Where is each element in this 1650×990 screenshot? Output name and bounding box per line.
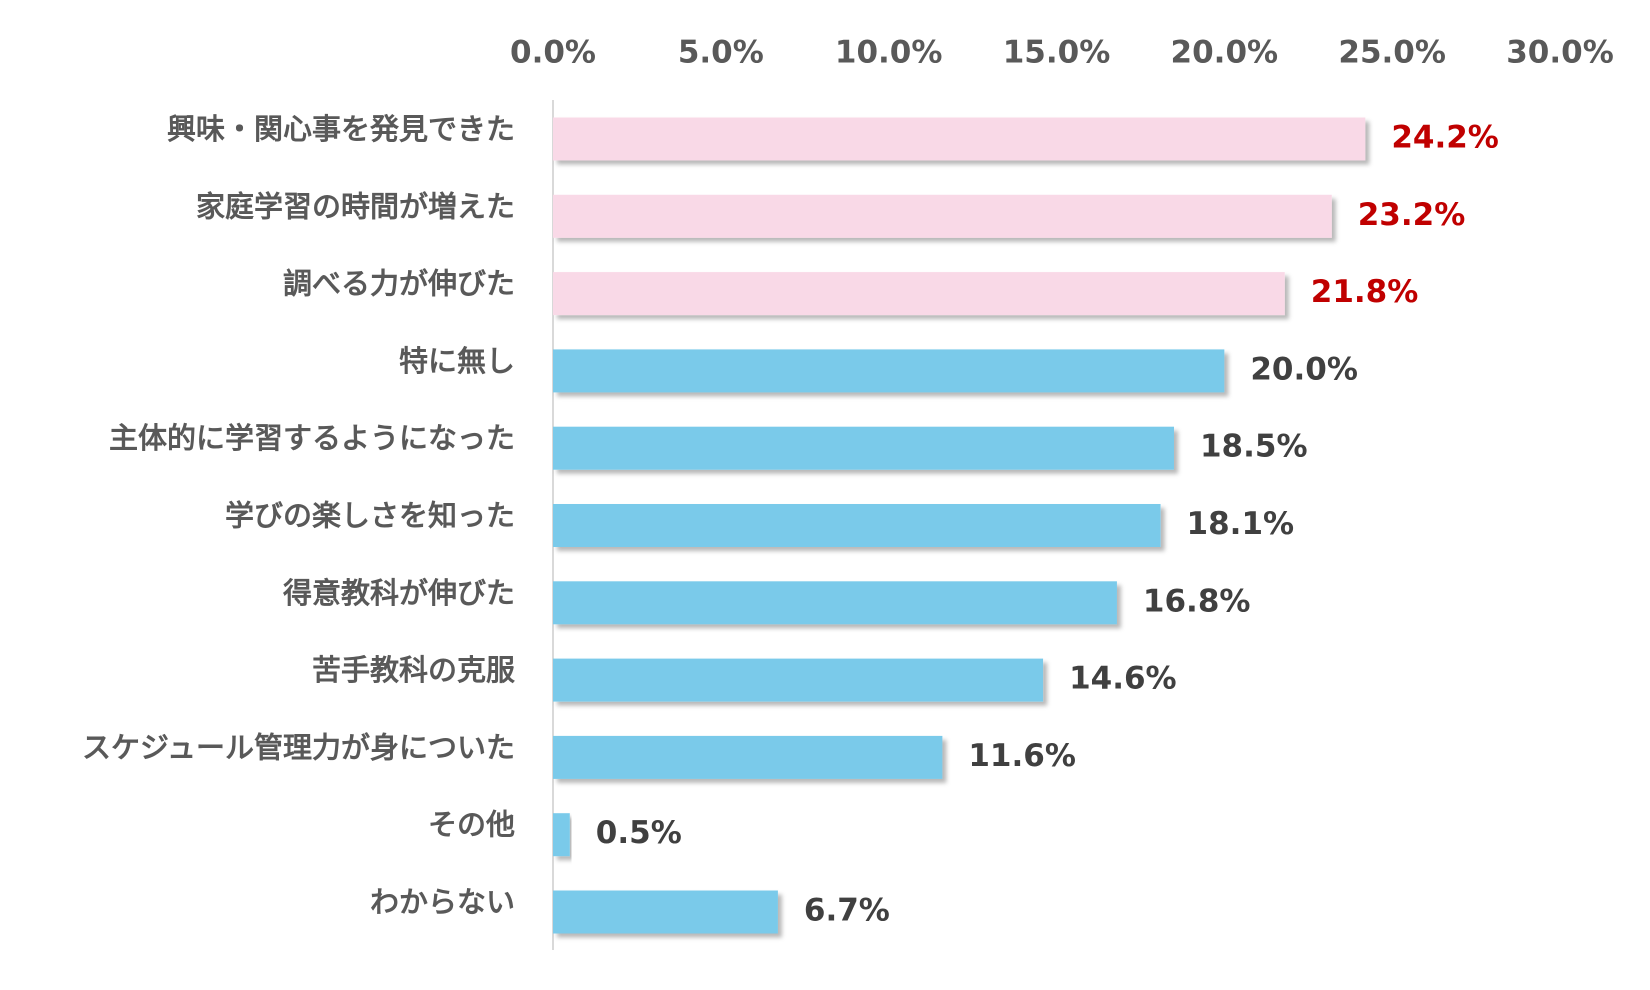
bar bbox=[553, 272, 1285, 316]
bar bbox=[553, 349, 1225, 393]
category-label: 特に無し bbox=[399, 344, 515, 378]
data-label: 18.5% bbox=[1200, 429, 1308, 465]
x-tick-label: 5.0% bbox=[678, 35, 764, 71]
bar bbox=[553, 813, 570, 857]
data-label: 18.1% bbox=[1187, 506, 1295, 542]
data-label: 21.8% bbox=[1311, 274, 1419, 310]
data-label: 14.6% bbox=[1069, 661, 1177, 697]
data-label: 0.5% bbox=[596, 815, 682, 851]
category-label: わからない bbox=[370, 885, 515, 919]
data-label: 6.7% bbox=[804, 893, 890, 929]
category-labels: 興味・関心事を発見できた家庭学習の時間が増えた調べる力が伸びた特に無し主体的に学… bbox=[82, 112, 516, 919]
bar bbox=[553, 581, 1117, 625]
category-label: 学びの楽しさを知った bbox=[225, 499, 515, 533]
data-label: 20.0% bbox=[1250, 351, 1358, 387]
category-label: 苦手教科の克服 bbox=[312, 653, 516, 687]
data-label: 11.6% bbox=[968, 738, 1076, 774]
x-tick-label: 30.0% bbox=[1506, 35, 1614, 71]
bar bbox=[553, 194, 1332, 238]
category-label: 調べる力が伸びた bbox=[283, 267, 515, 301]
category-label: 興味・関心事を発見できた bbox=[167, 112, 515, 146]
category-label: 主体的に学習するようになった bbox=[109, 421, 515, 455]
bar bbox=[553, 735, 943, 779]
x-tick-label: 10.0% bbox=[835, 35, 943, 71]
data-label: 23.2% bbox=[1358, 197, 1466, 233]
category-label: その他 bbox=[428, 808, 515, 842]
category-label: スケジュール管理力が身についた bbox=[82, 730, 515, 764]
x-tick-label: 20.0% bbox=[1171, 35, 1279, 71]
bar bbox=[553, 504, 1161, 547]
bar bbox=[553, 890, 778, 934]
data-label: 24.2% bbox=[1391, 120, 1499, 156]
x-tick-label: 25.0% bbox=[1338, 35, 1446, 71]
bars bbox=[553, 117, 1366, 934]
bar bbox=[553, 658, 1044, 702]
value-labels: 24.2% 23.2% 21.8% 20.0% 18.5% 18.1% 16.8% 14.6%… bbox=[596, 120, 1499, 929]
x-tick-label: 0.0% bbox=[510, 35, 596, 71]
x-axis: 0.0% 5.0% 10.0% 15.0% 20.0% 25.0% 30.0% bbox=[510, 35, 1614, 71]
bar bbox=[553, 426, 1174, 470]
category-label: 得意教科が伸びた bbox=[282, 576, 515, 610]
bar bbox=[553, 117, 1366, 161]
x-tick-label: 15.0% bbox=[1003, 35, 1111, 71]
data-label: 16.8% bbox=[1143, 583, 1251, 619]
category-label: 家庭学習の時間が増えた bbox=[196, 189, 515, 223]
